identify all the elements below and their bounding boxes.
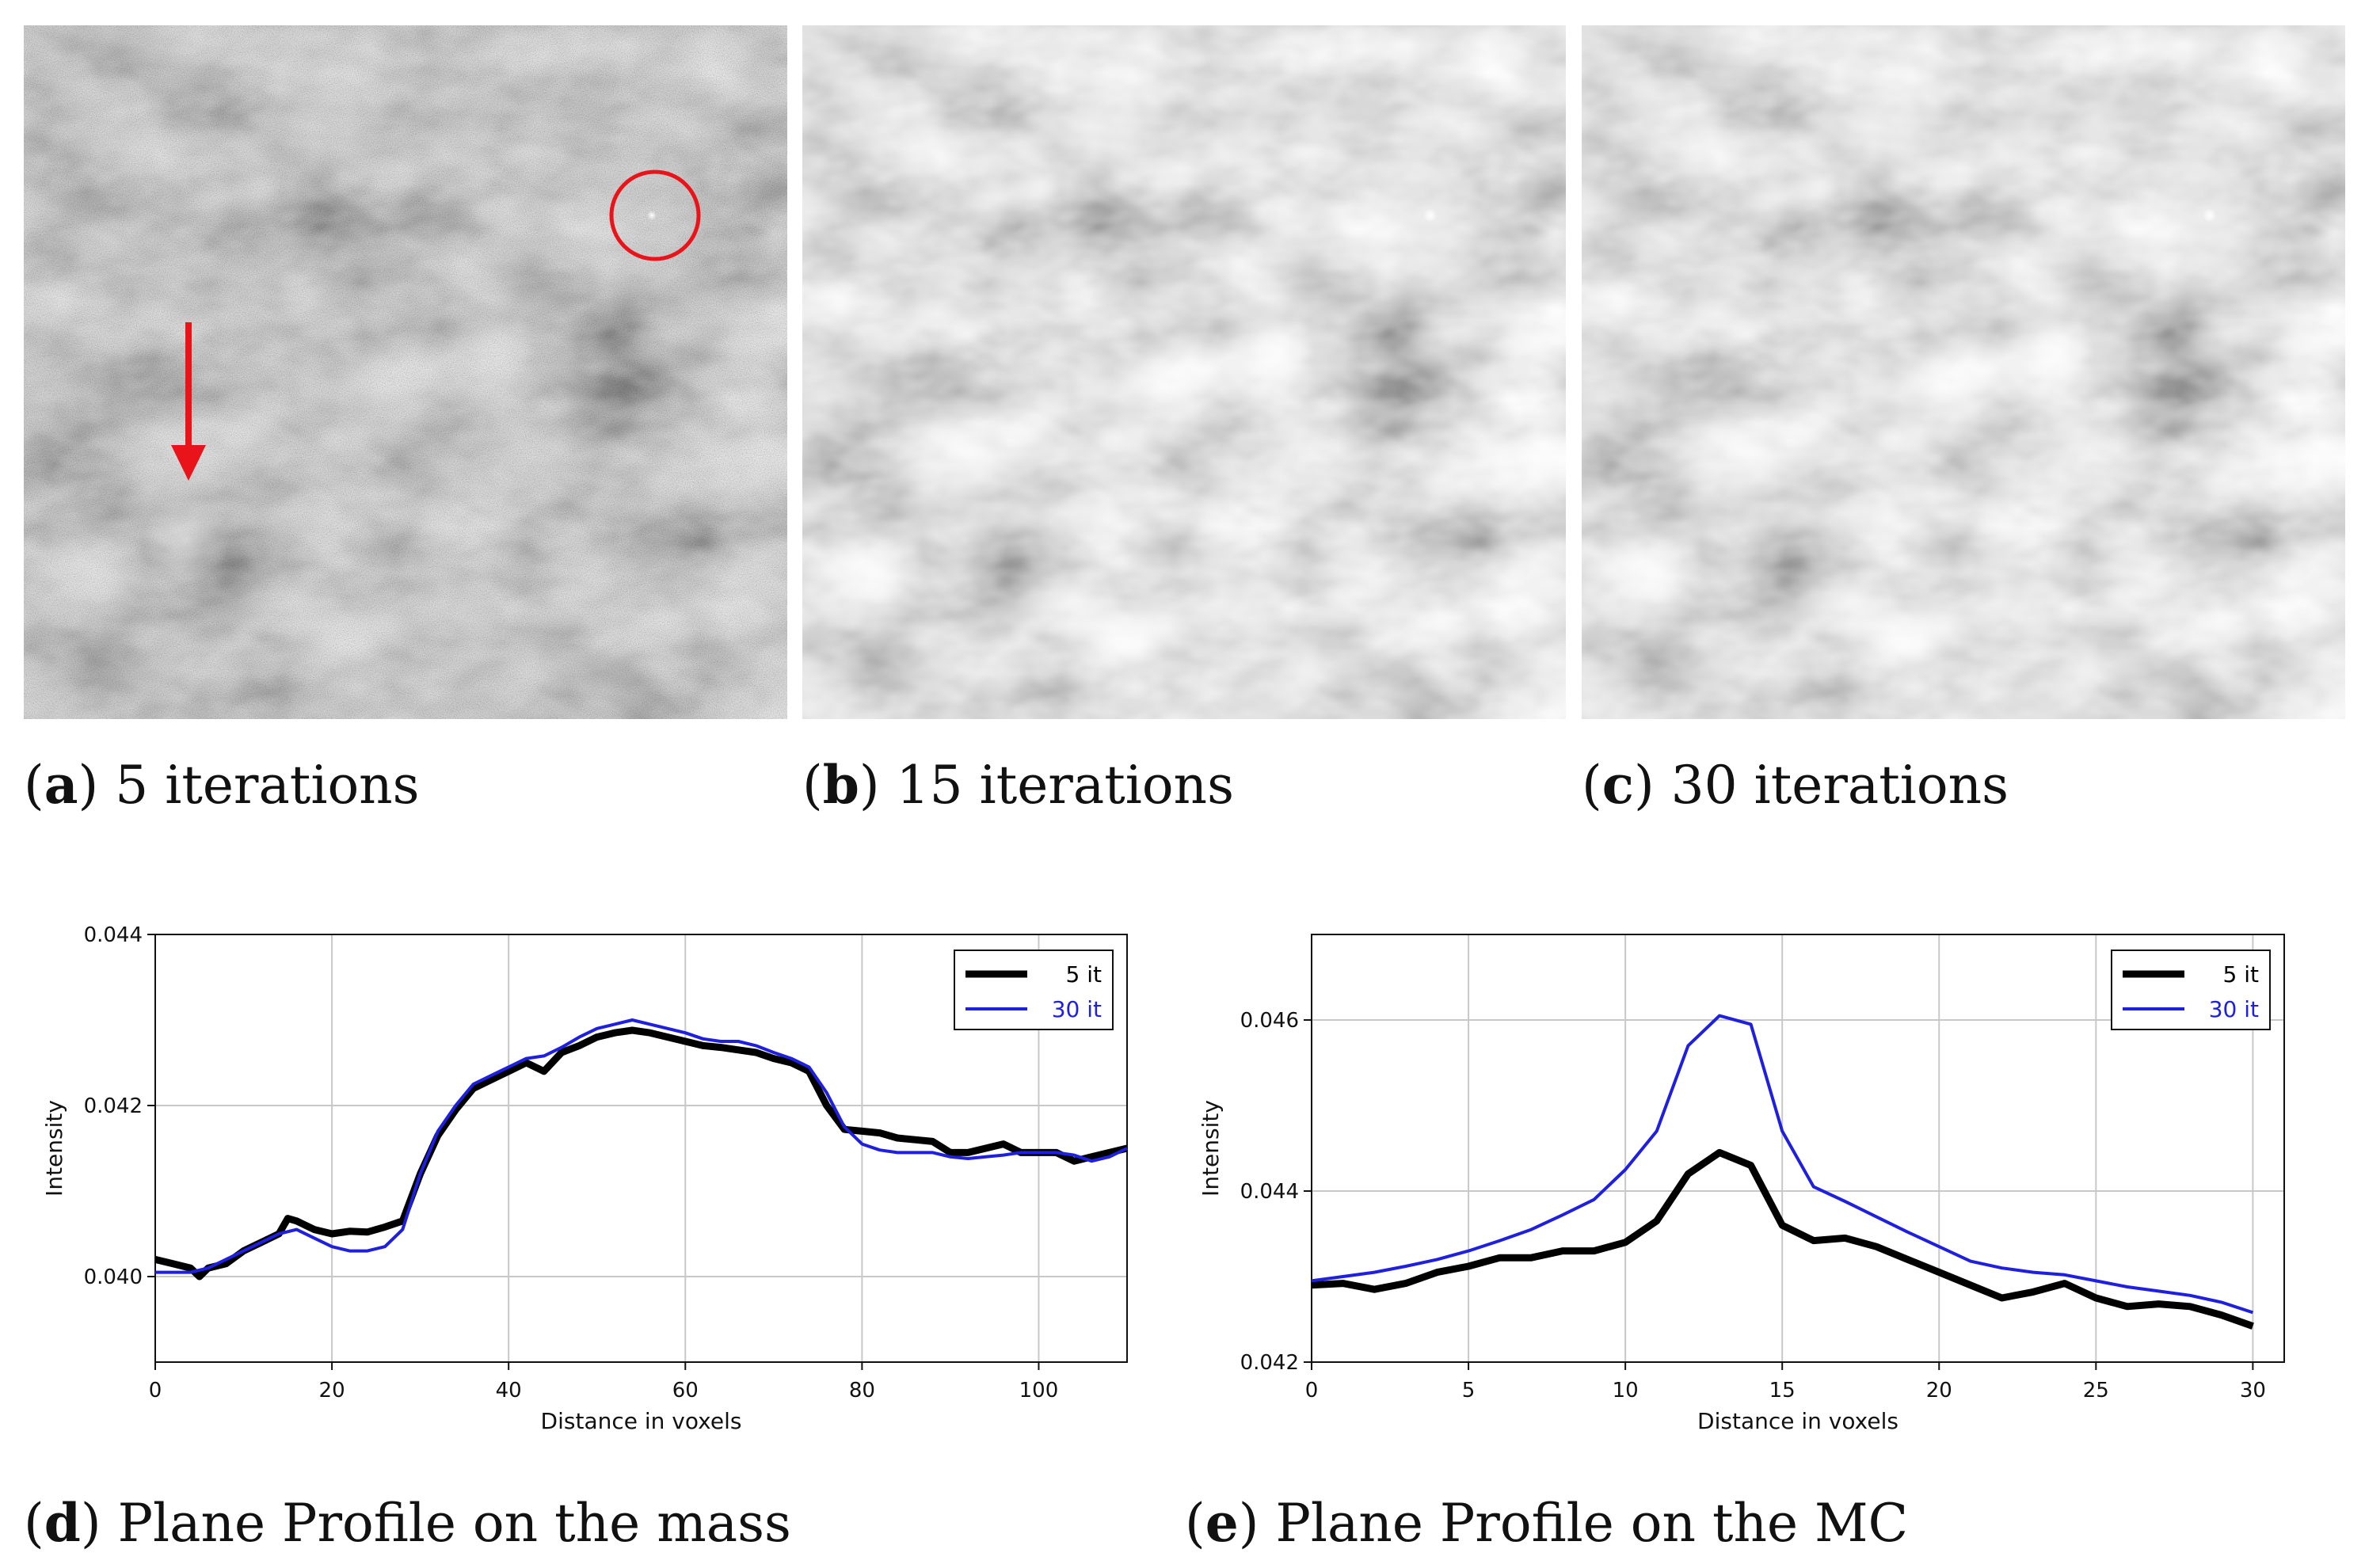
mass-lesion bbox=[921, 497, 1008, 584]
legend-box bbox=[2111, 950, 2271, 1030]
mammogram-texture bbox=[1582, 25, 2345, 719]
x-tick-label: 5 bbox=[1462, 1379, 1476, 1402]
x-tick-label: 30 bbox=[2240, 1379, 2266, 1402]
chart-d: 0 20 40 60 80 100 0.040 0.042 0.044 Distance in v… bbox=[0, 911, 1156, 1465]
microcalcification bbox=[1423, 208, 1438, 223]
x-tick-label: 0 bbox=[149, 1379, 162, 1402]
caption-a: (a) 5 iterations bbox=[24, 754, 420, 816]
x-axis-label: Distance in voxels bbox=[1697, 1408, 1898, 1434]
y-tick-label: 0.042 bbox=[84, 1094, 143, 1118]
caption-b: (b) 15 iterations bbox=[802, 754, 1234, 816]
chart-e: 0 5 10 15 20 25 30 0.042 0.044 0.046 Distance in v… bbox=[1172, 911, 2360, 1465]
x-tick-label: 0 bbox=[1305, 1379, 1319, 1402]
image-panel-c bbox=[1582, 25, 2345, 719]
legend-box bbox=[954, 950, 1114, 1030]
legend-label: 5 it bbox=[1066, 961, 1102, 988]
caption-d: (d) Plane Profile on the mass bbox=[24, 1492, 791, 1554]
x-tick-label: 100 bbox=[1019, 1379, 1059, 1402]
y-tick-label: 0.044 bbox=[1240, 1180, 1299, 1204]
x-tick-label: 60 bbox=[672, 1379, 699, 1402]
series-line-30-it bbox=[1311, 1014, 2254, 1315]
microcalcification bbox=[2203, 208, 2217, 223]
x-axis-label: Distance in voxels bbox=[541, 1408, 742, 1434]
series-line-30-it bbox=[155, 1018, 1128, 1274]
y-tick-label: 0.042 bbox=[1240, 1351, 1299, 1375]
plot-frame bbox=[1311, 934, 2285, 1363]
y-axis-label: Intensity bbox=[41, 1100, 67, 1197]
y-axis-label: Intensity bbox=[1198, 1100, 1224, 1197]
y-tick-label: 0.044 bbox=[84, 923, 143, 947]
chart-e-svg: 0 5 10 15 20 25 30 0.042 0.044 0.046 Distance in v… bbox=[1198, 934, 2285, 1434]
mass-lesion bbox=[143, 497, 230, 584]
y-tick-label: 0.046 bbox=[1240, 1009, 1299, 1033]
series-line-5-it bbox=[1311, 1148, 2254, 1330]
microcalcification bbox=[647, 211, 657, 220]
x-tick-label: 80 bbox=[849, 1379, 875, 1402]
legend-label: 30 it bbox=[2209, 996, 2259, 1022]
mammogram-texture bbox=[802, 25, 1566, 719]
image-panel-b bbox=[802, 25, 1566, 719]
x-tick-label: 40 bbox=[496, 1379, 522, 1402]
legend-label: 5 it bbox=[2223, 961, 2259, 988]
mc-circle-marker bbox=[609, 169, 701, 261]
mammogram-texture bbox=[24, 25, 787, 719]
x-tick-label: 25 bbox=[2083, 1379, 2109, 1402]
x-tick-label: 15 bbox=[1769, 1379, 1796, 1402]
mass-lesion bbox=[1700, 497, 1788, 584]
y-tick-label: 0.040 bbox=[84, 1265, 143, 1289]
x-tick-label: 20 bbox=[319, 1379, 345, 1402]
series-line-5-it bbox=[154, 1026, 1129, 1281]
image-panel-a bbox=[24, 25, 787, 719]
legend-label: 30 it bbox=[1052, 996, 1102, 1022]
caption-e: (e) Plane Profile on the MC bbox=[1185, 1492, 1909, 1554]
caption-c: (c) 30 iterations bbox=[1582, 754, 2009, 816]
red-arrow-icon bbox=[171, 322, 206, 481]
x-tick-label: 10 bbox=[1613, 1379, 1639, 1402]
chart-d-svg: 0 20 40 60 80 100 0.040 0.042 0.044 Distance in v… bbox=[41, 923, 1129, 1434]
x-tick-label: 20 bbox=[1926, 1379, 1952, 1402]
